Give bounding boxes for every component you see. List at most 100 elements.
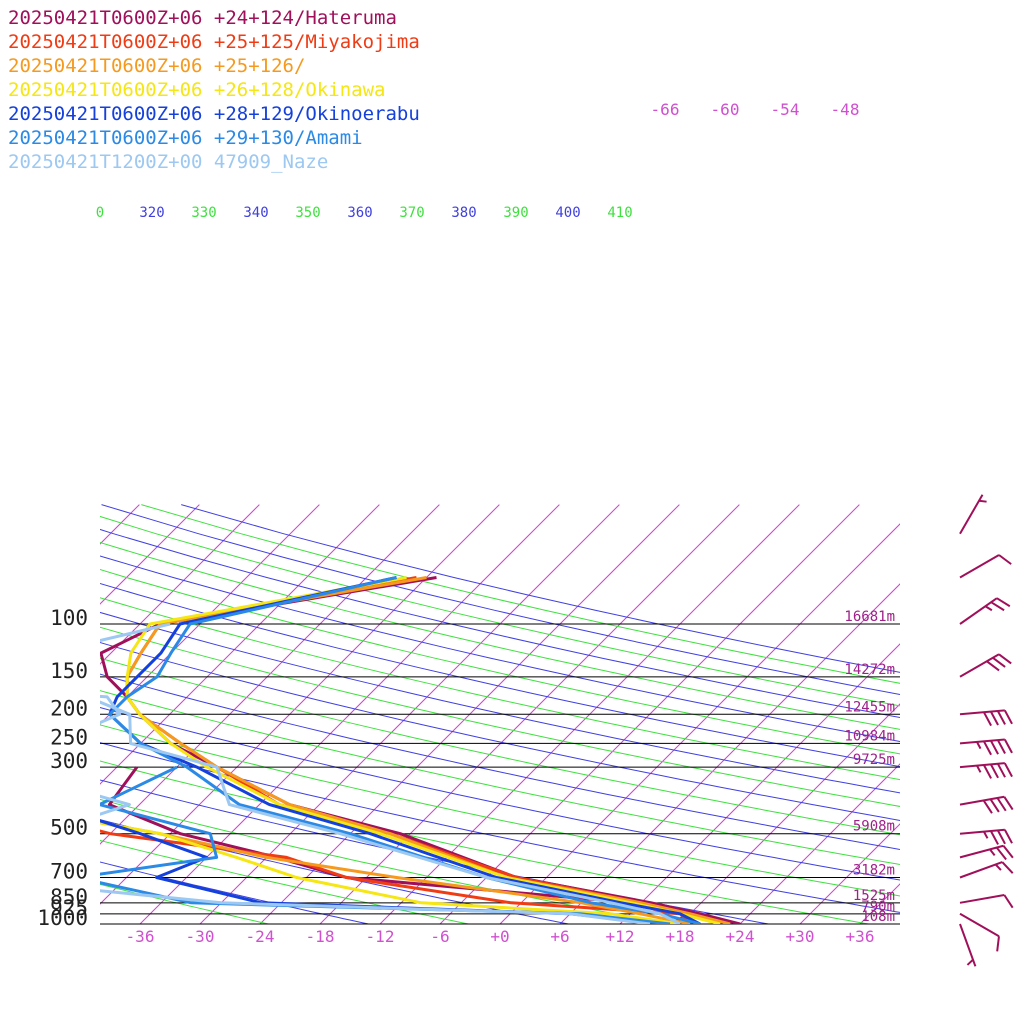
dry-adiabat-line (100, 582, 900, 768)
series-3-dewpoint-line (100, 821, 681, 924)
wind-barb (959, 494, 987, 535)
isotherm-line (100, 504, 200, 605)
isotherm-line (739, 763, 900, 924)
wind-barb-shaft (959, 738, 1005, 745)
wind-barb-half-flag (978, 499, 987, 503)
isotherm-label: -48 (831, 100, 860, 119)
dry-adiabat-line (100, 555, 900, 743)
wind-barb-half-flag (976, 765, 982, 773)
dry-adiabat-line (100, 690, 900, 866)
wind-barb (959, 554, 1012, 579)
wind-barb-shaft (959, 762, 1005, 769)
wind-barb (959, 597, 1011, 625)
height-label: 9725m (853, 752, 895, 768)
temperature-tick: -36 (126, 927, 155, 946)
pressure-label: 1000 (37, 906, 88, 930)
wind-barb-shaft (959, 709, 1005, 716)
legend-entry: 20250421T1200Z+00 47909_Naze (8, 151, 328, 173)
wind-barb (959, 894, 1014, 909)
series-layer (100, 576, 741, 924)
wind-barb-half-flag (983, 831, 989, 839)
isotherm-label: -54 (771, 100, 800, 119)
wind-barb (959, 923, 977, 967)
isotherm-line (100, 504, 260, 665)
wind-barb (959, 912, 1000, 952)
wind-barb-half-flag (984, 605, 993, 612)
wind-barb-flag (996, 936, 1000, 952)
wind-barb-shaft (959, 923, 977, 967)
wind-barb-flag (1003, 709, 1013, 725)
wind-barb-flag (996, 763, 1006, 778)
dry-adiabat-line (100, 724, 900, 897)
dry-adiabat-line (100, 883, 271, 924)
dry-adiabat-line (100, 779, 772, 924)
dry-adiabat-line (100, 742, 900, 913)
wind-barb-flag (1003, 796, 1014, 811)
wind-barb (959, 709, 1013, 727)
height-label: 5908m (853, 819, 895, 835)
series-5-temperature-line (108, 576, 701, 924)
pressure-label: 250 (50, 725, 88, 749)
series-6-dewpoint-line (100, 694, 651, 924)
series-2-dewpoint-line (100, 821, 691, 924)
theta-label: 350 (295, 205, 320, 221)
wind-barb-half-flag (966, 958, 974, 966)
series-0-temperature-line (100, 576, 741, 924)
theta-label: 340 (243, 205, 268, 221)
pressure-label: 700 (50, 860, 88, 884)
pressure-label: 100 (50, 606, 88, 630)
dry-adiabat-line (100, 541, 900, 730)
legend-entry: 20250421T0600Z+06 +24+124/Hateruma (8, 7, 397, 29)
isotherm-line (980, 505, 1024, 924)
wind-barb-flag (1003, 762, 1013, 778)
temperature-tick: +0 (490, 927, 509, 946)
wind-barb-flag (990, 740, 999, 755)
dry-adiabat-line (100, 611, 900, 794)
isotherm-label: -66 (651, 100, 680, 119)
legend-entry: 20250421T0600Z+06 +29+130/Amami (8, 127, 363, 149)
height-label: 14272m (844, 662, 895, 678)
dry-adiabat-line (100, 819, 572, 924)
wind-barb-flag (1003, 894, 1014, 909)
wind-barb-flag (990, 830, 999, 845)
height-label: 16681m (844, 609, 895, 625)
dry-adiabat-line (100, 626, 900, 807)
theta-label: 330 (191, 205, 216, 221)
label-layer: 100 16681m 150 14272m 200 12455m 250 10984m 300 9… (37, 100, 895, 946)
temperature-tick: +18 (666, 927, 695, 946)
wind-barb-half-flag (976, 741, 982, 750)
wind-barb-flag (983, 764, 992, 779)
wind-barb-column (959, 494, 1014, 967)
wind-barb-shaft (959, 554, 1000, 579)
dry-adiabat-line (100, 568, 900, 755)
dry-adiabat-line (100, 657, 900, 836)
wind-barb-shaft (959, 844, 1004, 859)
pressure-label: 300 (50, 749, 88, 773)
pressure-label: 200 (50, 696, 88, 720)
pressure-label: 925 (50, 896, 88, 920)
dry-adiabat-line (100, 597, 900, 781)
height-label: 1525m (853, 888, 895, 904)
wind-barb-flag (996, 829, 1006, 845)
wind-barb-flag (982, 799, 993, 814)
wind-barb-flag (1001, 861, 1014, 874)
temperature-tick: -30 (186, 927, 215, 946)
legend-entry: 20250421T0600Z+06 +25+126/ (8, 55, 305, 77)
theta-label: 0 (96, 205, 104, 221)
wind-barb (959, 738, 1013, 756)
legend: 20250421T0600Z+06 +24+124/Hateruma202504… (8, 7, 420, 173)
legend-entry: 20250421T0600Z+06 +25+125/Miyakojima (8, 31, 420, 53)
pressure-label: 850 (50, 885, 88, 909)
dry-adiabat-line (100, 642, 900, 821)
wind-barb-flag (996, 739, 1006, 754)
series-3-temperature-line (125, 576, 721, 924)
temperature-tick: -6 (430, 927, 449, 946)
wind-barb-flag (998, 653, 1012, 665)
theta-label: 390 (503, 205, 528, 221)
temperature-tick: +36 (846, 927, 875, 946)
wind-barb-flag (992, 656, 1006, 668)
wind-barb-shaft (959, 597, 998, 625)
wind-barb-flag (1003, 739, 1013, 754)
series-6-temperature-line (100, 622, 681, 924)
